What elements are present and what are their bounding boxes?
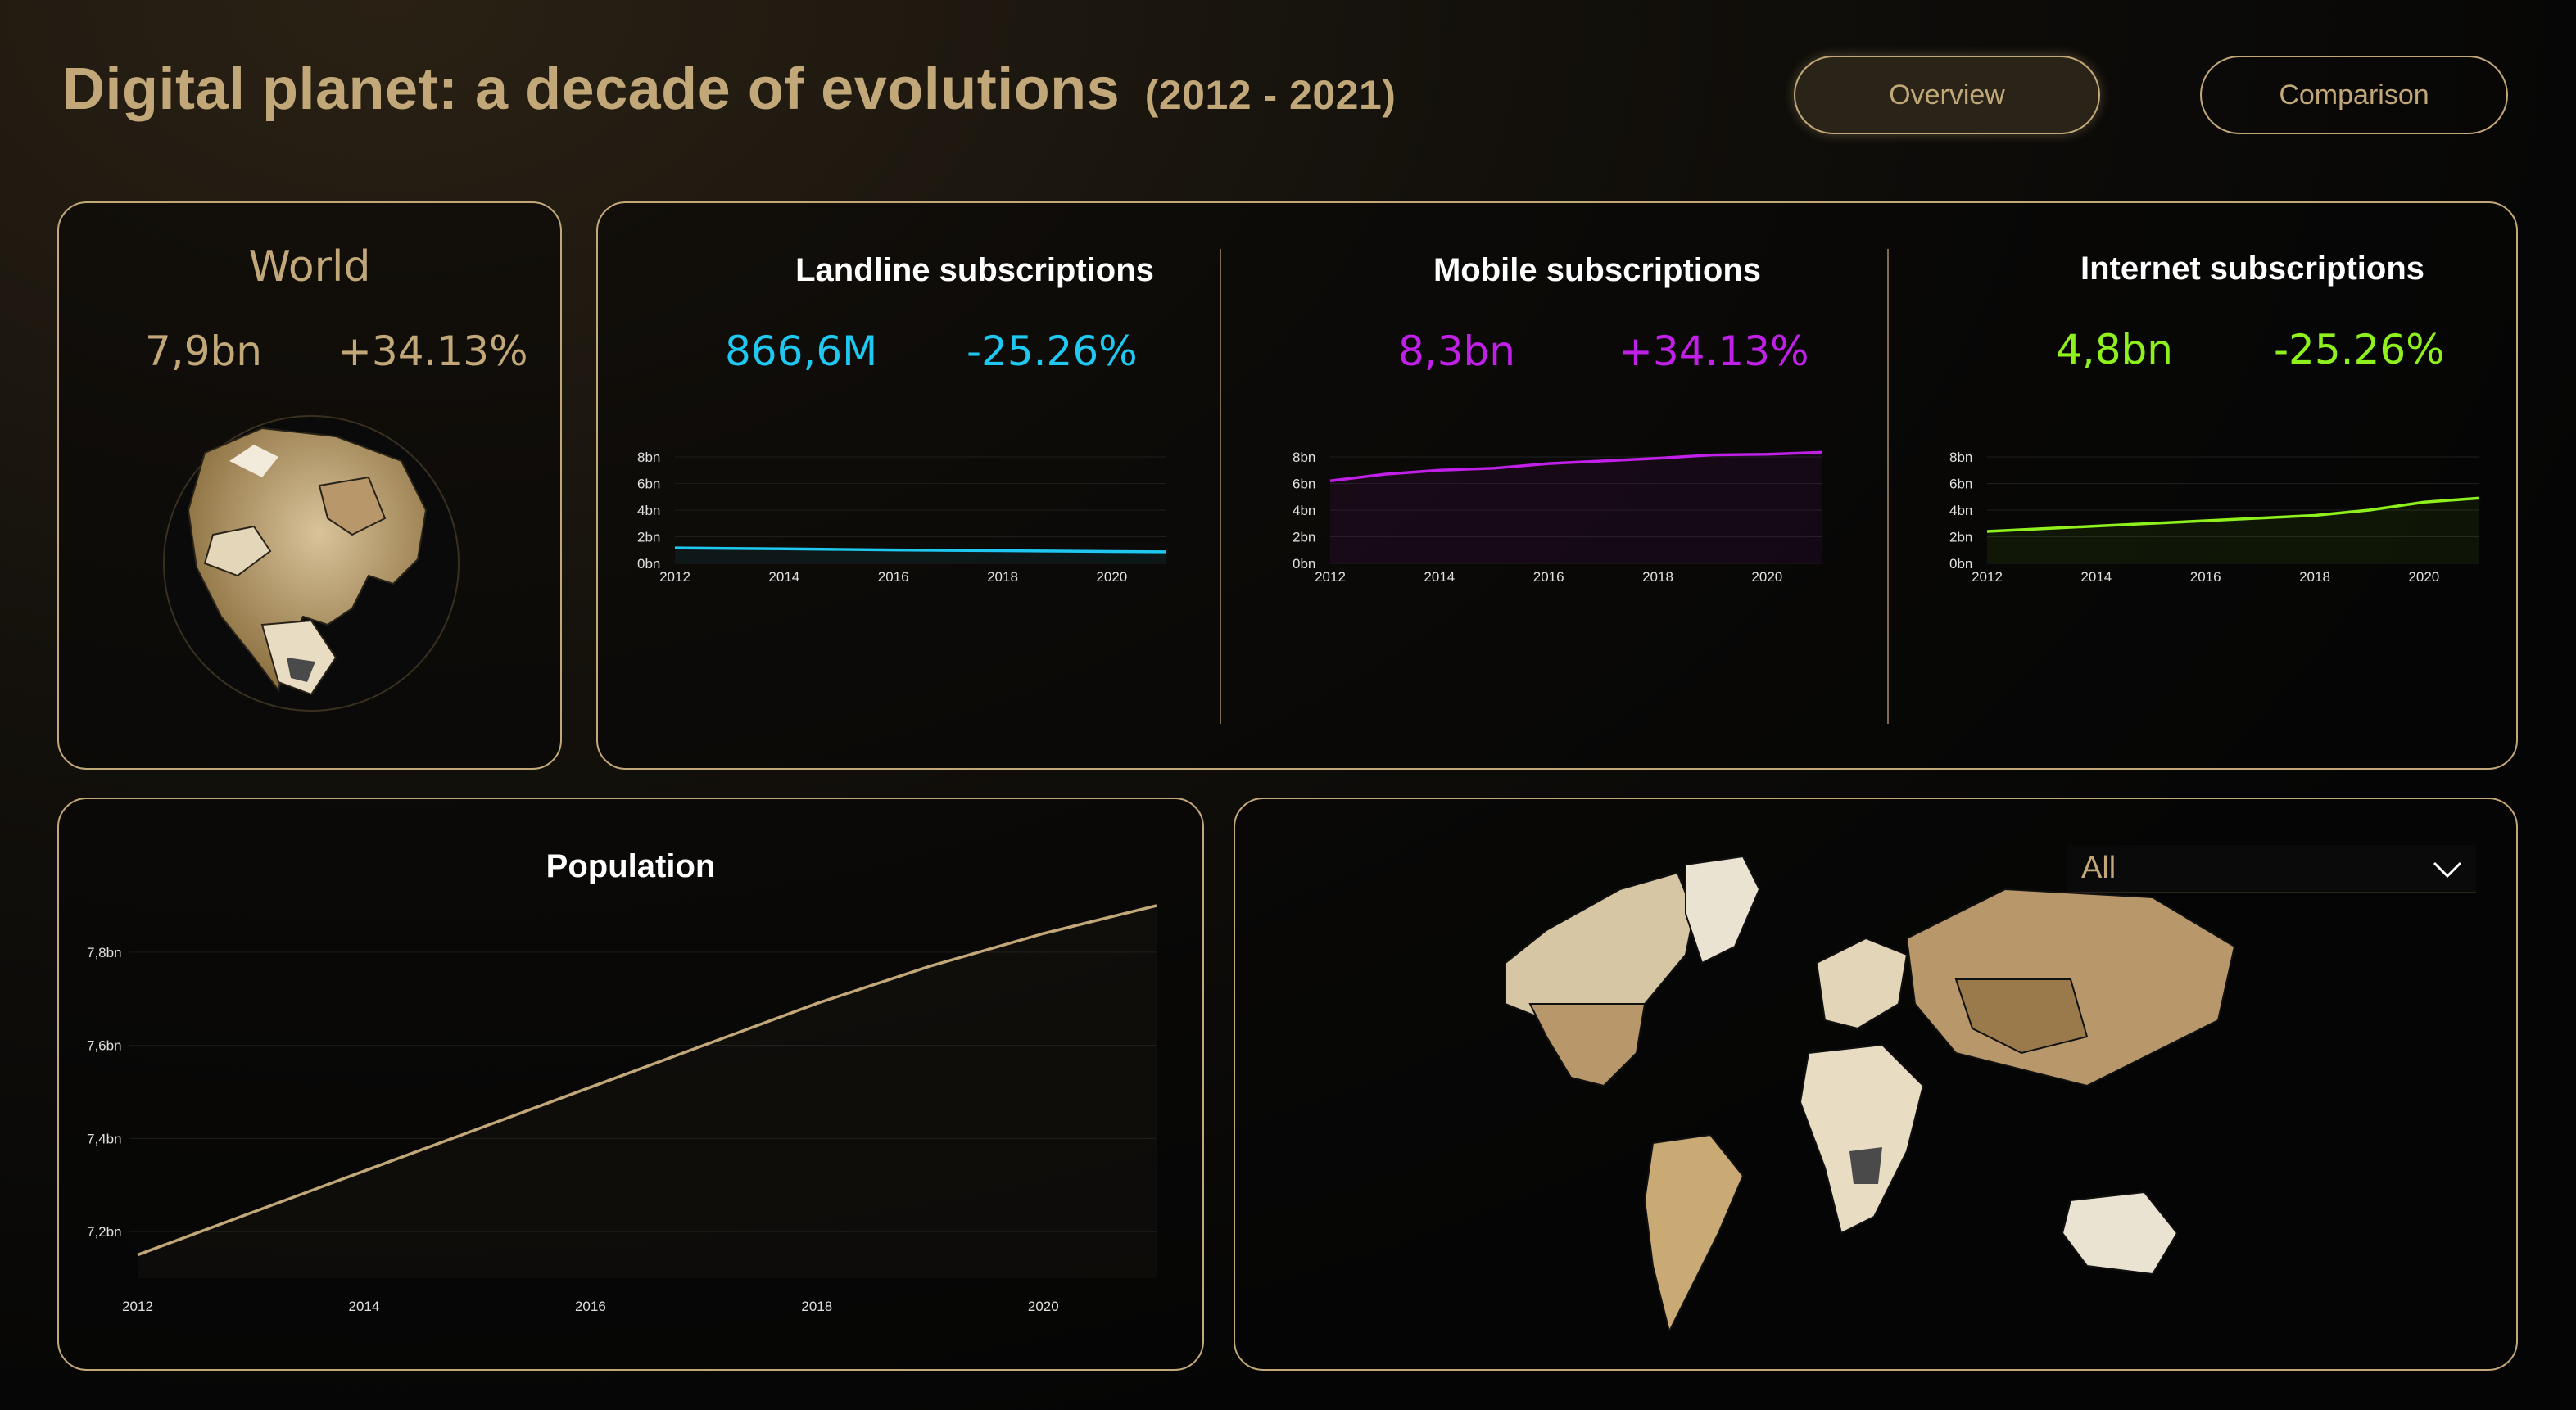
map-panel: All [1234,798,2518,1371]
page-title: Digital planet: a decade of evolutions (… [62,56,1396,123]
x-tick-label: 2014 [1424,569,1455,585]
population-panel: Population 7,2bn 7,4bn 7,6bn 7,8bn 2012 2014 2… [57,798,1204,1371]
region-dropdown[interactable]: All [2067,845,2476,893]
x-tick-label: 2012 [1315,569,1346,585]
divider [1220,249,1221,724]
divider [1887,249,1889,724]
y-tick-label: 8bn [1949,450,1972,465]
x-tick-label: 2016 [1533,569,1564,585]
y-tick-label: 6bn [1293,477,1315,492]
x-tick-label: 2020 [1096,569,1127,585]
landline-title: Landline subscriptions [795,252,1154,288]
x-tick-label: 2012 [1972,569,2003,585]
x-tick-label: 2012 [659,569,690,585]
title-main: Digital planet: a decade of evolutions [62,56,1120,122]
y-tick-label: 0bn [1949,556,1972,572]
x-tick-label: 2014 [349,1299,380,1314]
internet-value: 4,8bn [2056,326,2173,373]
y-tick-label: 7,4bn [87,1131,122,1146]
mobile-chart[interactable]: 0bn 2bn 4bn 6bn 8bn 2012 2014 2016 2018 2020 [1253,441,1892,686]
world-label: World [248,242,371,291]
internet-title: Internet subscriptions [2080,251,2425,287]
series-line[interactable] [674,546,1167,554]
x-tick-label: 2016 [878,569,909,585]
series-area [1330,452,1822,563]
globe-icon[interactable] [156,412,467,715]
region-dropdown-value: All [2081,851,2116,885]
y-tick-label: 4bn [1949,503,1972,518]
x-tick-label: 2014 [2080,569,2112,585]
y-tick-label: 2bn [1293,530,1315,545]
y-tick-label: 4bn [1293,503,1315,518]
x-tick-label: 2016 [2190,569,2221,585]
y-tick-label: 7,6bn [87,1038,122,1054]
y-tick-label: 8bn [637,450,660,465]
y-tick-label: 2bn [1949,530,1972,545]
comparison-button[interactable]: Comparison [2200,56,2508,134]
y-tick-label: 0bn [1293,556,1315,572]
x-tick-label: 2020 [2408,569,2439,585]
y-tick-label: 7,2bn [87,1224,122,1240]
mobile-change: +34.13% [1618,328,1809,375]
internet-chart[interactable]: 0bn 2bn 4bn 6bn 8bn 2012 2014 2016 2018 2020 [1910,441,2516,686]
x-tick-label: 2018 [1642,569,1673,585]
title-subtitle: (2012 - 2021) [1144,72,1397,118]
x-tick-label: 2020 [1751,569,1782,585]
mobile-value: 8,3bn [1398,328,1515,375]
y-tick-label: 0bn [637,556,660,572]
world-panel: World 7,9bn +34.13% [57,201,562,770]
chevron-down-icon [2433,861,2462,879]
internet-change: -25.26% [2274,326,2445,373]
x-tick-label: 2016 [575,1299,606,1314]
population-line[interactable] [137,904,1157,1257]
x-tick-label: 2018 [2299,569,2330,585]
series-line[interactable] [1986,496,2479,533]
world-change: +34.13% [337,328,528,375]
y-tick-label: 8bn [1293,450,1315,465]
series-area [1987,498,2479,563]
world-map[interactable] [1497,840,2251,1331]
x-tick-label: 2012 [122,1299,153,1314]
y-tick-label: 6bn [637,477,660,492]
y-tick-label: 7,8bn [87,945,122,960]
population-title: Population [546,848,716,884]
mobile-title: Mobile subscriptions [1433,252,1762,288]
x-tick-label: 2018 [801,1299,832,1314]
overview-button[interactable]: Overview [1794,56,2100,134]
series-line[interactable] [1329,450,1822,482]
world-population: 7,9bn [145,328,262,375]
landline-chart[interactable]: 0bn 2bn 4bn 6bn 8bn 2012 2014 2016 2018 2020 [598,441,1237,686]
kpi-panel: Landline subscriptions 866,6M -25.26% 0b… [596,201,2518,770]
y-tick-label: 2bn [637,530,660,545]
x-tick-label: 2018 [987,569,1018,585]
landline-value: 866,6M [725,328,878,375]
x-tick-label: 2014 [768,569,799,585]
y-tick-label: 4bn [637,503,660,518]
y-tick-label: 6bn [1949,477,1972,492]
landline-change: -25.26% [967,328,1138,375]
population-chart[interactable]: 7,2bn 7,4bn 7,6bn 7,8bn 2012 2014 2016 2018 2020 [59,897,1206,1323]
x-tick-label: 2020 [1028,1299,1059,1314]
series-area [138,906,1157,1278]
